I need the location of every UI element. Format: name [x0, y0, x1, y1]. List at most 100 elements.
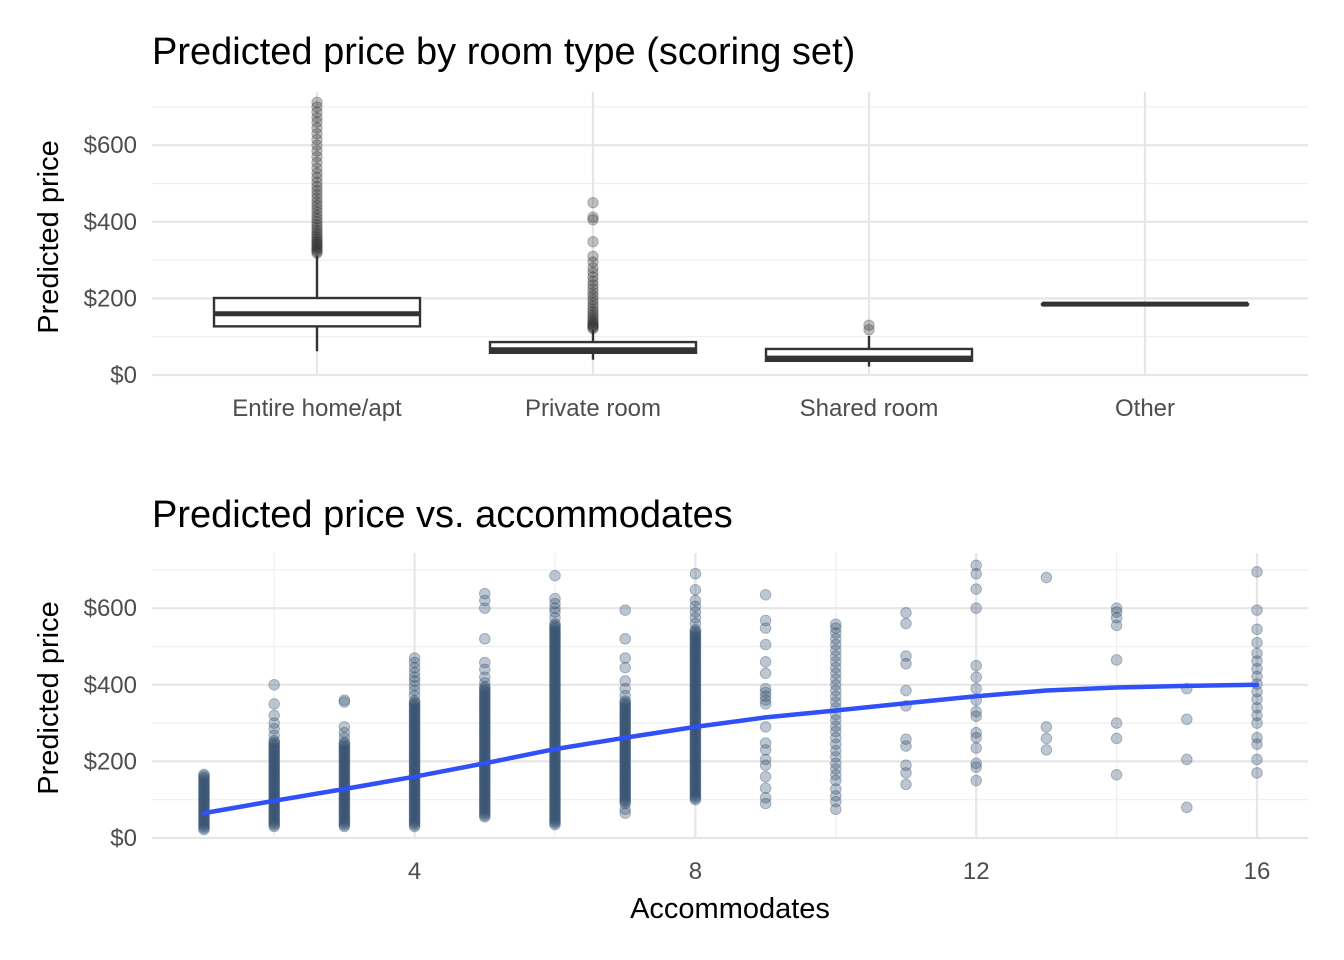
scatter-y-axis-title: Predicted price — [33, 601, 65, 794]
box-outlier-point — [311, 229, 323, 241]
scatter-point — [689, 633, 702, 645]
scatter-point — [479, 805, 491, 817]
scatter-point — [198, 791, 210, 804]
scatter-point — [689, 642, 702, 654]
box-outlier-point — [863, 319, 875, 331]
scatter-point — [759, 667, 772, 680]
scatter-point — [268, 751, 281, 764]
scatter-point — [689, 685, 702, 697]
boxplot-y-tick-label: $600 — [84, 132, 137, 159]
scatter-point — [338, 765, 351, 778]
scatter-point — [619, 757, 632, 770]
scatter-point — [619, 705, 632, 718]
boxplot-x-tick-label: Shared room — [800, 395, 939, 422]
scatter-point — [689, 584, 702, 596]
scatter-point — [479, 774, 491, 786]
box-outlier-point — [587, 262, 599, 274]
box-outlier-point — [587, 214, 599, 226]
scatter-point — [268, 736, 281, 749]
box-outlier-point — [311, 150, 323, 163]
scatter-point — [549, 625, 561, 638]
scatter-point — [549, 777, 561, 790]
box-outlier-point — [311, 162, 323, 174]
scatter-point — [198, 777, 210, 790]
scatter-point — [338, 808, 351, 821]
scatter-point — [619, 750, 632, 762]
box-outlier-point — [587, 308, 599, 321]
scatter-point — [408, 816, 421, 828]
scatter-point — [689, 773, 702, 786]
box-outlier-point — [587, 306, 599, 318]
scatter-point — [479, 663, 491, 676]
scatter-point — [408, 741, 421, 753]
scatter-point — [479, 716, 491, 728]
scatter-point — [549, 814, 561, 826]
box-outlier-point — [311, 101, 323, 113]
scatter-point — [408, 718, 421, 730]
scatter-point — [479, 791, 491, 803]
scatter-point — [479, 697, 491, 710]
scatter-point — [549, 782, 561, 794]
scatter-y-tick-labels: $0 $200 $400 $600 — [84, 595, 137, 852]
scatter-point — [268, 806, 281, 819]
scatter-point — [268, 776, 281, 788]
scatter-point — [1251, 738, 1263, 750]
boxplot-x-tick-label: Private room — [525, 395, 661, 422]
boxplot-x-tick-label: Entire home/apt — [232, 395, 402, 422]
scatter-point — [408, 734, 421, 747]
scatter-point — [689, 784, 702, 797]
scatter-point — [479, 691, 491, 704]
scatter-point — [549, 805, 561, 817]
scatter-point — [689, 780, 702, 792]
scatter-y-tick-label: $200 — [84, 748, 137, 775]
scatter-point — [549, 606, 561, 618]
scatter-point — [549, 766, 561, 779]
scatter-point — [338, 696, 351, 708]
scatter-point — [549, 711, 561, 724]
box-outlier-point — [311, 156, 323, 169]
scatter-point — [268, 739, 281, 752]
scatter-point — [549, 759, 561, 771]
scatter-point — [830, 684, 842, 697]
scatter-point — [479, 680, 491, 693]
scatter-point — [1251, 604, 1263, 616]
scatter-x-tick-label: 16 — [1244, 858, 1271, 885]
scatter-point — [689, 754, 702, 766]
scatter-point — [619, 633, 632, 645]
scatter-point — [408, 684, 421, 697]
scatter-point — [689, 594, 702, 607]
scatter-point — [268, 741, 281, 753]
scatter-point — [549, 716, 561, 728]
scatter-point — [830, 790, 842, 802]
scatter-point — [198, 790, 210, 802]
scatter-point — [338, 820, 351, 833]
scatter-point — [689, 755, 702, 768]
scatter-point — [689, 683, 702, 696]
scatter-point — [479, 740, 491, 753]
scatter-point — [619, 711, 632, 724]
scatter-point — [268, 813, 281, 825]
scatter-point — [549, 602, 561, 615]
scatter-point — [268, 787, 281, 799]
scatter-point — [549, 702, 561, 714]
scatter-point — [1251, 693, 1263, 706]
scatter-point — [268, 748, 281, 761]
scatter-point — [479, 726, 491, 739]
scatter-point — [479, 703, 491, 716]
scatter-point — [970, 761, 983, 773]
box-outlier-point — [311, 226, 323, 239]
scatter-point — [619, 794, 632, 807]
scatter-point — [408, 731, 421, 744]
scatter-point — [549, 662, 561, 675]
scatter-point — [549, 815, 561, 828]
scatter-point — [479, 710, 491, 722]
scatter-point — [408, 779, 421, 791]
scatter-point — [689, 663, 702, 676]
scatter-point — [549, 622, 561, 635]
scatter-point — [830, 783, 842, 795]
scatter-point — [338, 797, 351, 810]
scatter-point — [198, 793, 210, 805]
scatter-point — [689, 738, 702, 751]
scatter-point — [759, 753, 772, 766]
